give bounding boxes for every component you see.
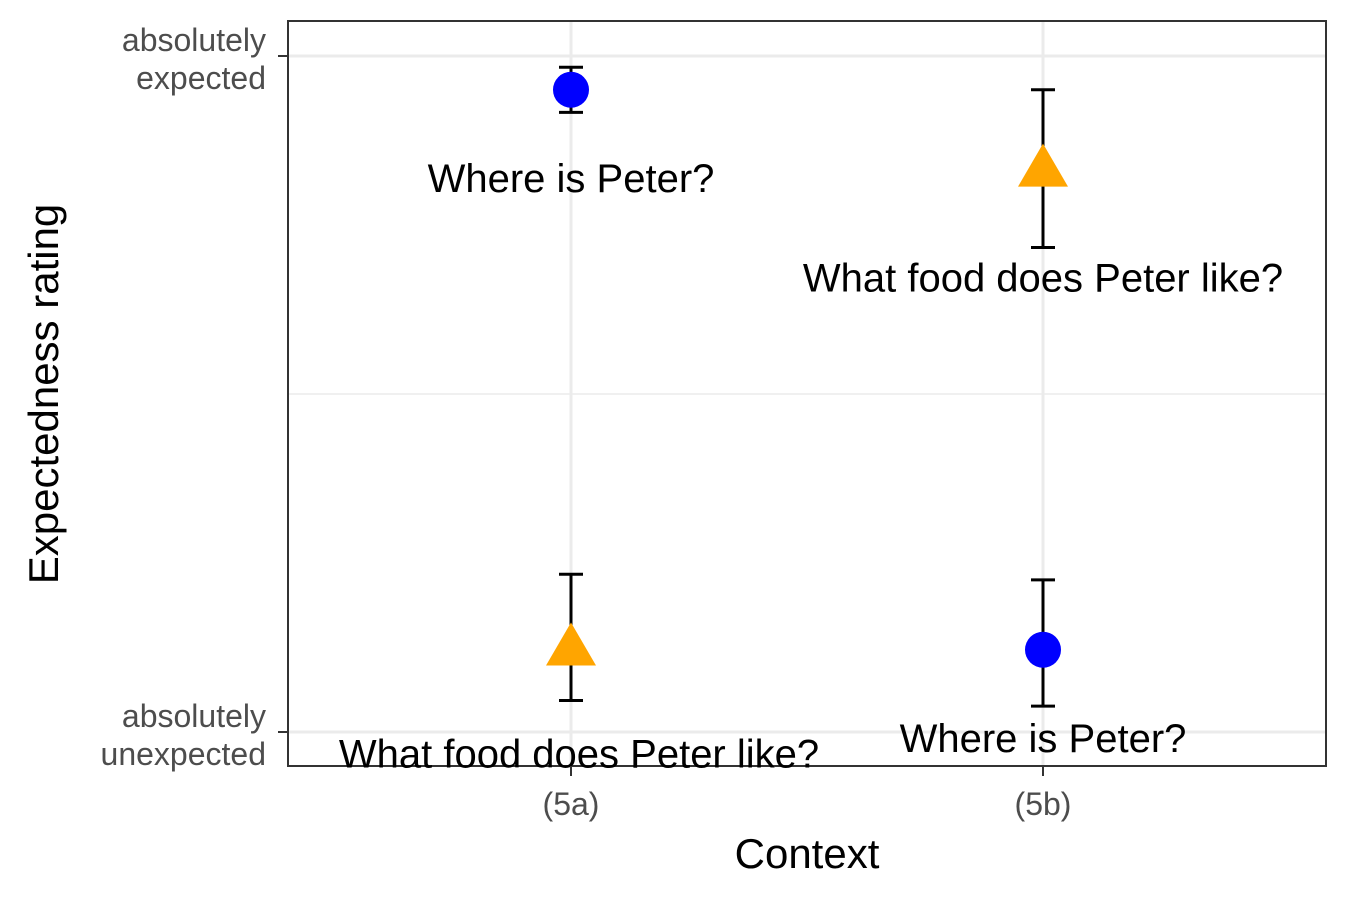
data-point-3: Where is Peter? <box>900 578 1187 761</box>
grid-lines <box>288 21 1326 766</box>
axes: absolutely expected absolutely unexpected (5… <box>101 22 1072 822</box>
data-point-0: Where is Peter? <box>428 65 715 201</box>
data-point-1: What food does Peter like? <box>339 572 819 777</box>
plot-panel-border <box>287 20 1327 767</box>
marker-triangle-1 <box>546 622 596 666</box>
marker-circle-0 <box>553 71 589 108</box>
point-label-0: Where is Peter? <box>428 157 715 201</box>
y-tick-label-0: absolutely expected <box>122 22 266 96</box>
data-marks: Where is Peter? What food does Peter like… <box>339 65 1283 777</box>
x-tick-label-1: (5b) <box>1015 786 1072 822</box>
x-axis-title: Context <box>735 830 880 877</box>
marker-triangle-2 <box>1018 143 1068 187</box>
y-tick-label-1: absolutely unexpected <box>101 698 266 772</box>
point-label-2: What food does Peter like? <box>803 257 1283 301</box>
point-label-1: What food does Peter like? <box>339 733 819 777</box>
point-label-3: Where is Peter? <box>900 717 1187 761</box>
marker-circle-3 <box>1025 631 1061 668</box>
y-axis-title: Expectedness rating <box>20 204 67 585</box>
x-tick-label-0: (5a) <box>543 786 600 822</box>
data-point-2: What food does Peter like? <box>803 88 1283 301</box>
